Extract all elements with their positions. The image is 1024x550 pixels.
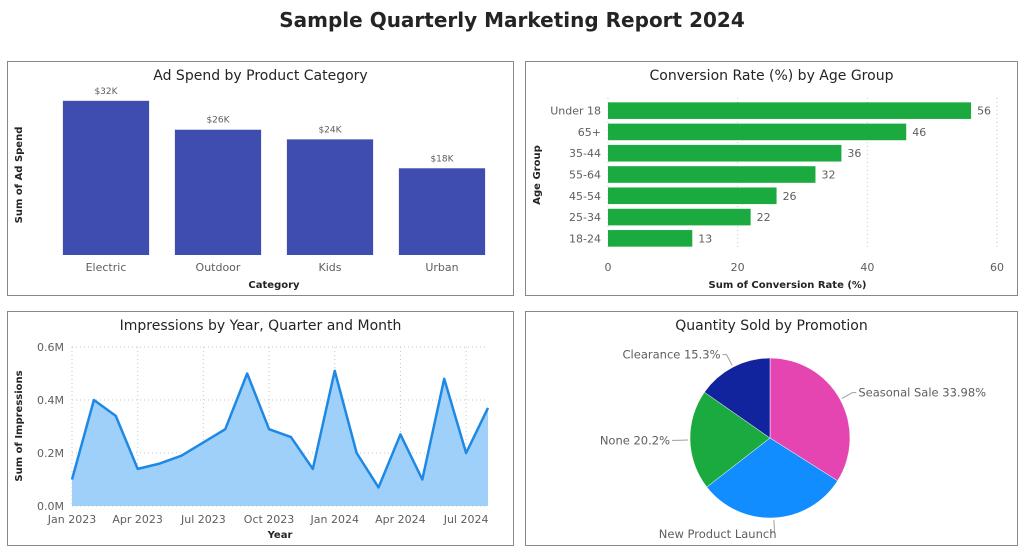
y-tick-label: 65+ [578,126,601,139]
x-tick-label: 20 [731,261,745,274]
pie-slice[interactable] [689,391,771,488]
bar[interactable] [398,168,486,255]
y-tick-label: 45-54 [569,190,601,203]
chart-title: Quantity Sold by Promotion [675,318,867,334]
x-tick-label: 40 [860,261,874,274]
bar[interactable] [608,166,816,183]
y-tick-label: 0.4M [37,394,64,407]
slice-percent: 30.52% [723,543,767,545]
x-tick-label: Apr 2024 [375,513,426,526]
quantity-chart-panel[interactable]: Quantity Sold by Promotion Seasonal Sale … [525,311,1018,546]
data-label: $26K [206,116,230,126]
data-label: 32 [821,169,835,182]
y-tick-label: 0.0M [37,500,64,513]
impressions-chart-panel[interactable]: Impressions by Year, Quarter and Month 0.… [7,311,514,546]
data-label: 56 [977,105,991,118]
x-tick-label: Electric [86,261,127,274]
bar[interactable] [608,123,907,141]
bar[interactable] [174,129,262,255]
data-label: 22 [757,211,771,224]
data-label: $18K [430,154,454,164]
data-label: 36 [847,147,861,160]
chart-title: Impressions by Year, Quarter and Month [120,318,402,334]
report-title: Sample Quarterly Marketing Report 2024 [279,8,745,32]
y-tick-label: 25-34 [569,211,601,224]
bar[interactable] [608,187,777,205]
x-axis-title: Sum of Conversion Rate (%) [709,280,867,291]
y-tick-label: 55-64 [569,169,601,182]
y-tick-label: 35-44 [569,147,601,160]
x-axis-title: Year [267,530,293,541]
bar[interactable] [608,102,972,119]
bar[interactable] [286,139,374,255]
conversion-chart-panel[interactable]: Conversion Rate (%) by Age Group 0 20 40 60 5… [525,61,1018,296]
conversion-chart: Conversion Rate (%) by Age Group 0 20 40 60 5… [532,68,1004,291]
leader-line [722,354,733,366]
x-tick-label: Apr 2023 [112,513,163,526]
y-tick-label: Under 18 [550,105,601,118]
data-label: $24K [318,125,342,135]
slice-label: None 20.2% [600,433,670,447]
x-tick-label: Kids [319,261,342,274]
slice-label: Seasonal Sale 33.98% [858,386,986,400]
quantity-chart: Quantity Sold by Promotion Seasonal Sale … [600,318,986,545]
data-label: 13 [698,232,712,245]
bar[interactable] [62,100,150,255]
y-axis-title: Age Group [532,145,543,204]
x-tick-label: Oct 2023 [244,513,295,526]
leader-line [841,392,857,399]
impressions-chart: Impressions by Year, Quarter and Month 0.… [14,318,490,541]
area-fill [72,370,488,506]
y-axis-title: Sum of Impressions [14,370,25,481]
y-tick-label: 0.6M [37,341,64,354]
data-label: 46 [912,126,926,139]
x-tick-label: Jul 2024 [443,513,489,526]
x-tick-label: Jan 2023 [47,513,96,526]
x-tick-label: Jan 2024 [310,513,359,526]
bar[interactable] [608,230,693,247]
data-label: $32K [94,87,118,97]
ad-spend-chart-panel[interactable]: Ad Spend by Product Category $32K Electric… [7,61,514,296]
slice-label: New Product Launch [659,527,777,541]
x-axis-title: Category [248,280,300,291]
x-tick-label: 0 [605,261,612,274]
y-axis-title: Sum of Ad Spend [14,127,25,224]
x-tick-label: 60 [990,261,1004,274]
chart-title: Ad Spend by Product Category [153,68,367,84]
pie-slice[interactable] [704,357,771,439]
data-label: 26 [783,190,797,203]
ad-spend-chart: Ad Spend by Product Category $32K Electric… [14,68,486,291]
chart-title: Conversion Rate (%) by Age Group [650,68,894,84]
pie-slice[interactable] [769,357,851,482]
pie-slice[interactable] [706,437,838,519]
leader-line [770,519,776,533]
y-tick-label: 18-24 [569,232,601,245]
x-tick-label: Urban [425,261,458,274]
slice-label: Clearance 15.3% [623,348,721,362]
x-tick-label: Outdoor [196,261,241,274]
bar[interactable] [608,208,751,226]
series-line[interactable] [70,369,490,489]
x-tick-label: Jul 2023 [180,513,226,526]
y-tick-label: 0.2M [37,447,64,460]
bar[interactable] [608,144,842,162]
